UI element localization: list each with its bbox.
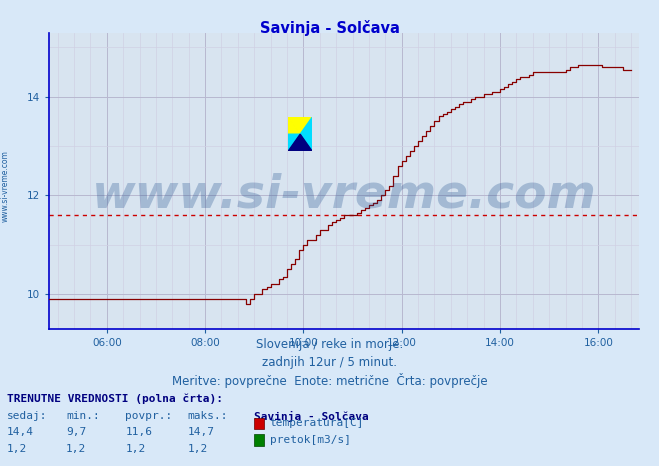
Text: sedaj:: sedaj: bbox=[7, 411, 47, 420]
Text: pretok[m3/s]: pretok[m3/s] bbox=[270, 435, 351, 445]
Text: temperatura[C]: temperatura[C] bbox=[270, 418, 364, 428]
Text: Slovenija / reke in morje.: Slovenija / reke in morje. bbox=[256, 338, 403, 351]
Polygon shape bbox=[288, 117, 312, 134]
Text: zadnjih 12ur / 5 minut.: zadnjih 12ur / 5 minut. bbox=[262, 356, 397, 369]
Text: Savinja - Solčava: Savinja - Solčava bbox=[254, 411, 368, 422]
Text: maks.:: maks.: bbox=[188, 411, 228, 420]
Polygon shape bbox=[288, 134, 312, 151]
Text: 1,2: 1,2 bbox=[188, 444, 208, 454]
Text: 14,4: 14,4 bbox=[7, 427, 34, 437]
Text: 1,2: 1,2 bbox=[7, 444, 27, 454]
Text: TRENUTNE VREDNOSTI (polna črta):: TRENUTNE VREDNOSTI (polna črta): bbox=[7, 394, 223, 404]
Polygon shape bbox=[300, 117, 312, 151]
Polygon shape bbox=[288, 117, 300, 134]
Text: povpr.:: povpr.: bbox=[125, 411, 173, 420]
Text: www.si-vreme.com: www.si-vreme.com bbox=[92, 173, 597, 218]
Text: www.si-vreme.com: www.si-vreme.com bbox=[1, 151, 10, 222]
Polygon shape bbox=[288, 134, 300, 151]
Text: 1,2: 1,2 bbox=[66, 444, 86, 454]
Text: 14,7: 14,7 bbox=[188, 427, 215, 437]
Text: min.:: min.: bbox=[66, 411, 100, 420]
Text: 1,2: 1,2 bbox=[125, 444, 146, 454]
Text: Savinja - Solčava: Savinja - Solčava bbox=[260, 20, 399, 35]
Text: 11,6: 11,6 bbox=[125, 427, 152, 437]
Text: 9,7: 9,7 bbox=[66, 427, 86, 437]
Text: Meritve: povprečne  Enote: metrične  Črta: povprečje: Meritve: povprečne Enote: metrične Črta:… bbox=[172, 373, 487, 388]
